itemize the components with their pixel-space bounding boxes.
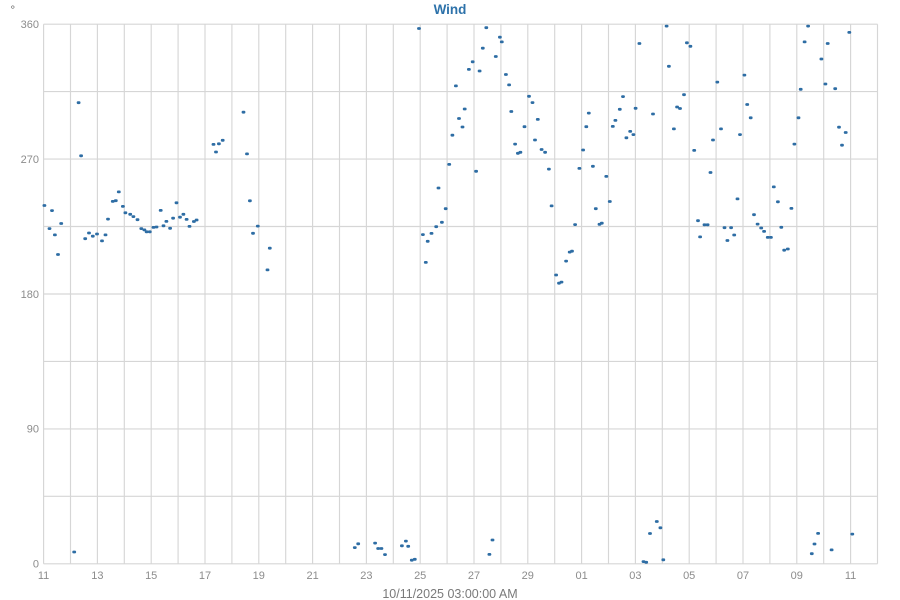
svg-text:11: 11 — [38, 570, 49, 582]
svg-text:15: 15 — [145, 570, 157, 582]
svg-text:180: 180 — [21, 289, 39, 301]
svg-text:19: 19 — [253, 570, 265, 582]
svg-text:360: 360 — [21, 19, 39, 31]
svg-text:270: 270 — [21, 154, 39, 166]
svg-text:17: 17 — [199, 570, 211, 582]
svg-text:90: 90 — [27, 424, 39, 436]
svg-text:27: 27 — [468, 570, 480, 582]
svg-text:Wind: Wind — [434, 2, 467, 17]
svg-text:09: 09 — [791, 570, 803, 582]
svg-text:05: 05 — [683, 570, 695, 582]
svg-text:03: 03 — [629, 570, 641, 582]
svg-text:29: 29 — [522, 570, 534, 582]
svg-text:°: ° — [10, 3, 15, 17]
svg-text:21: 21 — [306, 570, 318, 582]
svg-text:23: 23 — [360, 570, 372, 582]
svg-text:07: 07 — [737, 570, 749, 582]
svg-text:25: 25 — [414, 570, 426, 582]
svg-text:01: 01 — [575, 570, 587, 582]
svg-text:0: 0 — [33, 559, 39, 571]
svg-text:11: 11 — [845, 570, 856, 582]
svg-text:13: 13 — [91, 570, 103, 582]
svg-text:10/11/2025 03:00:00 AM: 10/11/2025 03:00:00 AM — [382, 587, 517, 600]
